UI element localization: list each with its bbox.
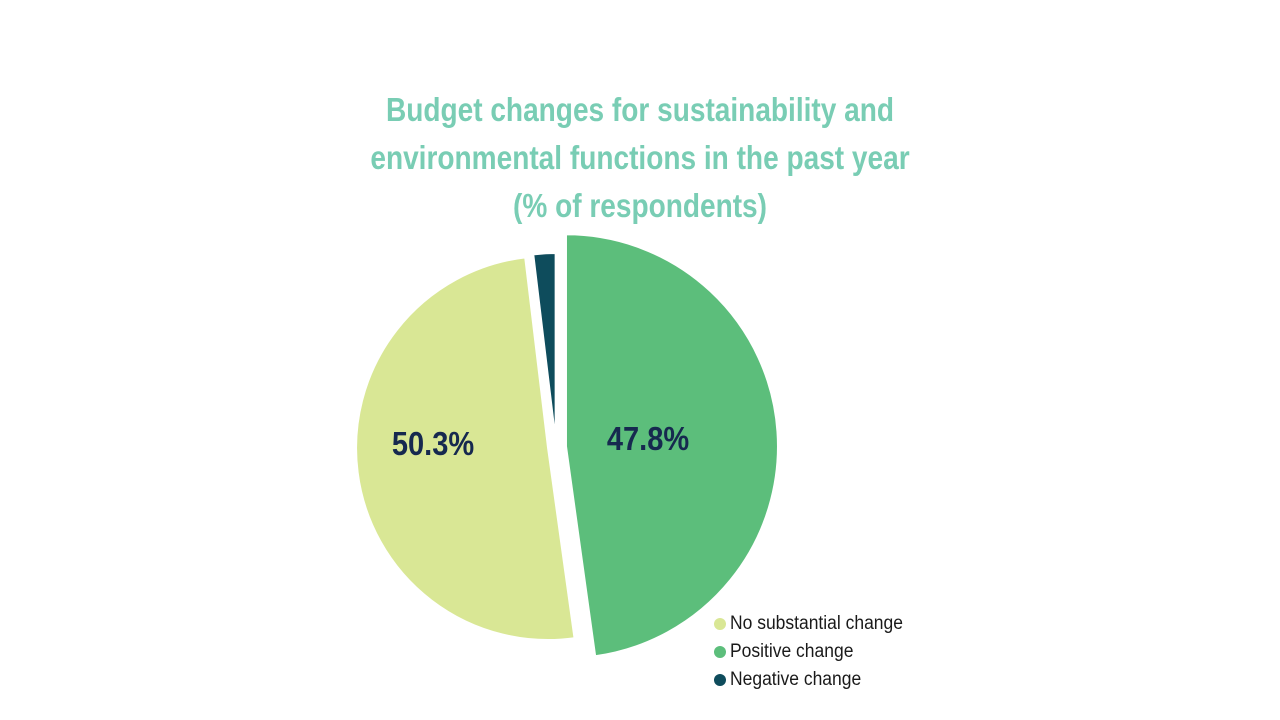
legend-swatch-icon <box>714 618 726 630</box>
legend: No substantial change Positive change Ne… <box>714 610 918 694</box>
legend-item-positive-change: Positive change <box>714 638 918 666</box>
legend-item-negative-change: Negative change <box>714 666 918 694</box>
legend-label: Negative change <box>730 669 862 690</box>
legend-label: Positive change <box>730 641 854 662</box>
pie-value-label-no-substantial-change: 50.3% <box>391 425 475 462</box>
chart-title-line-2: environmental functions in the past year <box>370 139 910 176</box>
chart-title-line-3: (% of respondents) <box>512 187 768 224</box>
legend-swatch-icon <box>714 646 726 658</box>
pie-value-label-positive-change: 47.8% <box>606 420 690 457</box>
pie-slice-no-substantial-change <box>355 256 576 641</box>
legend-swatch-icon <box>714 674 726 686</box>
legend-label: No substantial change <box>730 613 903 634</box>
chart-title-line-1: Budget changes for sustainability and <box>385 91 895 128</box>
pie-slice-negative-change <box>532 252 557 442</box>
legend-item-no-substantial-change: No substantial change <box>714 610 918 638</box>
pie-slice-positive-change <box>564 233 779 658</box>
chart-title: Budget changes for sustainability and en… <box>96 86 1184 230</box>
